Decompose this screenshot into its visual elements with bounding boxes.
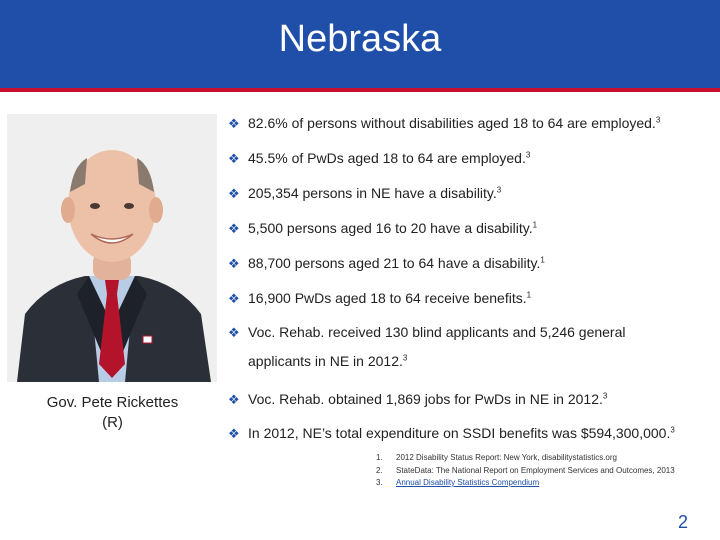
bullet-diamond-icon: ❖ (228, 116, 240, 131)
compendium-link[interactable]: Annual Disability Statistics Compendium (396, 478, 540, 487)
bullet-diamond-icon: ❖ (228, 256, 240, 271)
list-item: ❖ Voc. Rehab. received 130 blind applican… (228, 324, 626, 340)
page-number: 2 (678, 512, 689, 532)
caption-party: (R) (102, 414, 123, 431)
footnotes: 1. 2012 Disability Status Report: New Yor… (376, 452, 675, 490)
list-item: ❖ 205,354 persons in NE have a disability… (228, 185, 502, 201)
page-title: Nebraska (278, 18, 442, 60)
footnote-item: 1. 2012 Disability Status Report: New Yor… (376, 453, 617, 462)
list-item: ❖ 82.6% of persons without disabilities a… (228, 115, 661, 131)
bullet-diamond-icon: ❖ (228, 291, 240, 306)
bullet-diamond-icon: ❖ (228, 221, 240, 236)
list-item-continuation: applicants in NE in 2012.3 (248, 353, 408, 369)
caption-name: Gov. Pete Rickettes (46, 394, 179, 411)
footnote-item: 3. Annual Disability Statistics Compendiu… (376, 478, 540, 487)
header-bar: Nebraska (0, 0, 720, 92)
list-item: ❖ 5,500 persons aged 16 to 20 have a disa… (228, 220, 538, 236)
bullet-diamond-icon: ❖ (228, 151, 240, 166)
list-item: ❖ Voc. Rehab. obtained 1,869 jobs for PwD… (228, 391, 608, 407)
list-item: ❖ 45.5% of PwDs aged 18 to 64 are employe… (228, 150, 531, 166)
photo-caption: Gov. Pete Rickettes (R) (20, 393, 205, 433)
bullet-diamond-icon: ❖ (228, 325, 240, 340)
bullet-diamond-icon: ❖ (228, 426, 240, 441)
footnote-item: 2. StateData: The National Report on Empl… (376, 465, 675, 475)
bullet-diamond-icon: ❖ (228, 392, 240, 407)
list-item: ❖ 16,900 PwDs aged 18 to 64 receive benef… (228, 290, 532, 306)
header-blue-band (0, 0, 720, 88)
bullet-diamond-icon: ❖ (228, 186, 240, 201)
list-item: ❖ In 2012, NE’s total expenditure on SSDI… (228, 425, 675, 441)
portrait-illustration (7, 114, 217, 382)
governor-photo (7, 114, 217, 382)
list-item: ❖ 88,700 persons aged 21 to 64 have a dis… (228, 255, 545, 271)
